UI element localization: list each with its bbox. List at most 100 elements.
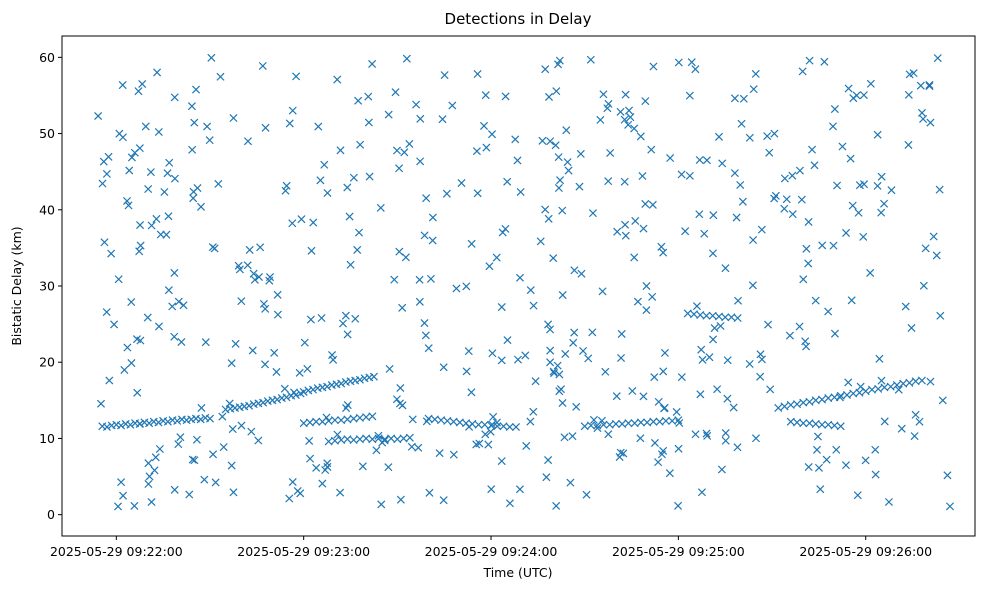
x-tick-label: 2025-05-29 09:23:00 xyxy=(237,544,370,559)
noise-point xyxy=(258,61,267,71)
noise-point xyxy=(336,146,345,155)
noise-point xyxy=(708,249,717,258)
noise-point xyxy=(341,311,350,320)
noise-point xyxy=(132,335,142,344)
noise-point xyxy=(440,71,449,80)
noise-point xyxy=(846,154,855,163)
noise-point xyxy=(94,111,103,121)
x-tick-label: 2025-05-29 09:25:00 xyxy=(612,544,745,559)
noise-point xyxy=(117,478,126,487)
noise-point xyxy=(317,314,326,323)
noise-point xyxy=(718,159,727,168)
noise-point xyxy=(756,372,765,381)
noise-point xyxy=(929,232,938,241)
noise-point xyxy=(118,81,127,90)
noise-point xyxy=(549,367,558,376)
noise-point xyxy=(554,153,563,162)
noise-point xyxy=(770,129,779,138)
noise-point xyxy=(479,121,489,130)
y-tick-label: 60 xyxy=(39,50,55,65)
noise-point xyxy=(462,282,471,291)
noise-point xyxy=(932,251,941,260)
data-point xyxy=(649,417,658,426)
noise-point xyxy=(695,155,704,165)
noise-point xyxy=(810,161,819,170)
noise-point xyxy=(243,261,252,270)
data-point xyxy=(126,420,135,429)
noise-point xyxy=(439,496,448,505)
noise-point xyxy=(536,237,545,246)
noise-point xyxy=(365,172,374,181)
noise-point xyxy=(177,337,186,347)
noise-point xyxy=(515,273,525,282)
data-point xyxy=(337,379,346,388)
noise-point xyxy=(730,169,739,178)
noise-point xyxy=(398,303,407,312)
noise-point xyxy=(555,387,564,396)
y-tick-label: 30 xyxy=(39,279,55,294)
y-tick-label: 50 xyxy=(39,126,55,141)
noise-point xyxy=(295,368,304,377)
noise-point xyxy=(338,319,348,328)
noise-point xyxy=(721,429,730,438)
noise-point xyxy=(875,354,884,363)
noise-point xyxy=(612,392,621,401)
noise-point xyxy=(488,349,497,358)
x-tick-label: 2025-05-29 09:24:00 xyxy=(425,544,558,559)
noise-point xyxy=(589,415,598,424)
noise-point xyxy=(604,177,613,186)
noise-point xyxy=(259,299,268,308)
noise-point xyxy=(730,94,739,103)
noise-point xyxy=(713,385,722,394)
noise-point xyxy=(516,187,525,196)
noise-point xyxy=(853,491,862,500)
noise-point xyxy=(745,359,754,368)
noise-point xyxy=(185,490,194,499)
noise-point xyxy=(306,454,315,463)
noise-point xyxy=(354,228,364,237)
data-point xyxy=(154,418,163,427)
noise-point xyxy=(617,329,626,338)
noise-point xyxy=(553,361,562,370)
noise-point xyxy=(696,390,705,399)
noise-point xyxy=(201,338,210,347)
noise-point xyxy=(154,127,163,136)
noise-point xyxy=(501,92,510,101)
noise-point xyxy=(351,314,360,323)
noise-point xyxy=(716,321,725,330)
noise-point xyxy=(561,349,570,358)
data-point xyxy=(368,412,377,421)
data-point xyxy=(116,421,126,430)
data-point xyxy=(599,420,608,429)
noise-point xyxy=(642,282,651,291)
noise-point xyxy=(630,124,639,133)
noise-point xyxy=(844,84,853,93)
noise-point xyxy=(190,118,199,127)
noise-point xyxy=(134,87,143,96)
noise-point xyxy=(756,350,765,359)
noise-point xyxy=(511,135,520,144)
noise-point xyxy=(124,201,133,210)
noise-point xyxy=(426,274,435,283)
data-point xyxy=(135,419,144,428)
data-point xyxy=(886,382,895,391)
noise-point xyxy=(666,154,675,163)
noise-point xyxy=(732,213,741,222)
noise-point xyxy=(873,181,882,190)
noise-point xyxy=(464,347,473,356)
noise-point xyxy=(285,494,294,503)
noise-point xyxy=(414,443,423,452)
noise-point xyxy=(838,142,847,151)
data-point xyxy=(493,422,502,431)
noise-point xyxy=(270,348,279,357)
noise-point xyxy=(546,358,555,367)
noise-point xyxy=(620,115,629,124)
noise-point xyxy=(802,244,811,253)
noise-point xyxy=(401,253,410,262)
data-point xyxy=(505,422,514,432)
noise-point xyxy=(237,297,246,306)
noise-point xyxy=(804,462,813,472)
noise-point xyxy=(314,122,323,131)
noise-point xyxy=(254,436,263,445)
noise-point xyxy=(368,59,377,68)
